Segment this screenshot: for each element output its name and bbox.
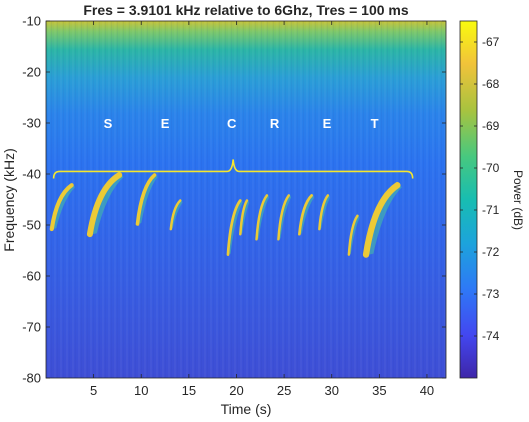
colorbar-tick-label: -73	[482, 287, 500, 301]
y-axis-label: Frequency (kHz)	[1, 148, 17, 251]
colorbar-tick-label: -72	[482, 245, 500, 259]
y-tick-label: -70	[22, 320, 41, 335]
colorbar-tick-label: -74	[482, 329, 500, 343]
colorbar-tick-label: -68	[482, 77, 500, 91]
chart-title: Fres = 3.9101 kHz relative to 6Ghz, Tres…	[83, 2, 409, 18]
signal-glow	[50, 184, 75, 231]
y-tick-label: -40	[22, 167, 41, 182]
colorbar-tick-label: -67	[482, 35, 500, 49]
signal-core	[277, 194, 291, 241]
signal-core	[255, 194, 269, 241]
x-axis: 5 10 15 20 25 30 35 40	[90, 21, 434, 398]
colorbar-tick-label: -71	[482, 203, 500, 217]
plot-area	[46, 21, 446, 378]
signal-core	[362, 182, 401, 258]
signal-glow	[277, 194, 292, 241]
y-tick-label: -20	[22, 65, 41, 80]
signal-core	[347, 214, 359, 256]
signal-core	[49, 183, 74, 232]
secret-letter: E	[161, 116, 170, 131]
signal-glow	[365, 184, 402, 256]
x-tick-label: 40	[420, 383, 434, 398]
colorbar-label: Power (dB)	[511, 170, 525, 230]
signal-core	[86, 172, 123, 238]
y-tick-label: -80	[22, 371, 41, 386]
signal-core	[169, 199, 182, 231]
x-tick-label: 5	[90, 383, 97, 398]
secret-letter: T	[371, 116, 379, 131]
signal-glow	[255, 194, 270, 241]
y-tick-label: -60	[22, 269, 41, 284]
colorbar-ticks: -67 -68 -69 -70 -71 -72 -73 -74	[460, 35, 500, 343]
colorbar-tick-label: -69	[482, 119, 500, 133]
secret-letter: E	[323, 116, 332, 131]
signal-core	[239, 199, 249, 236]
x-tick-label: 35	[372, 383, 386, 398]
signal-glow	[226, 199, 243, 256]
y-tick-label: -10	[22, 14, 41, 29]
x-axis-label: Time (s)	[221, 401, 272, 417]
x-tick-label: 15	[182, 383, 196, 398]
x-tick-label: 25	[277, 383, 291, 398]
signal-glow	[169, 199, 183, 231]
secret-letter: S	[104, 116, 113, 131]
colorbar-tick-label: -70	[482, 161, 500, 175]
colorbar	[459, 20, 478, 379]
signal-core	[226, 199, 242, 256]
signal-core	[318, 194, 330, 231]
x-tick-label: 30	[324, 383, 338, 398]
curly-brace	[52, 159, 414, 179]
secret-letter: C	[227, 116, 237, 131]
signal-core	[298, 194, 314, 236]
x-tick-label: 20	[229, 383, 243, 398]
y-tick-label: -30	[22, 116, 41, 131]
x-tick-label: 10	[134, 383, 148, 398]
signal-glow	[88, 174, 124, 236]
y-axis: -10 -20 -30 -40 -50 -60 -70 -80	[22, 14, 446, 386]
signal-core	[135, 173, 157, 226]
secret-letter: R	[270, 116, 280, 131]
signal-glow	[136, 174, 158, 225]
y-tick-label: -50	[22, 218, 41, 233]
signal-glow	[298, 194, 315, 236]
